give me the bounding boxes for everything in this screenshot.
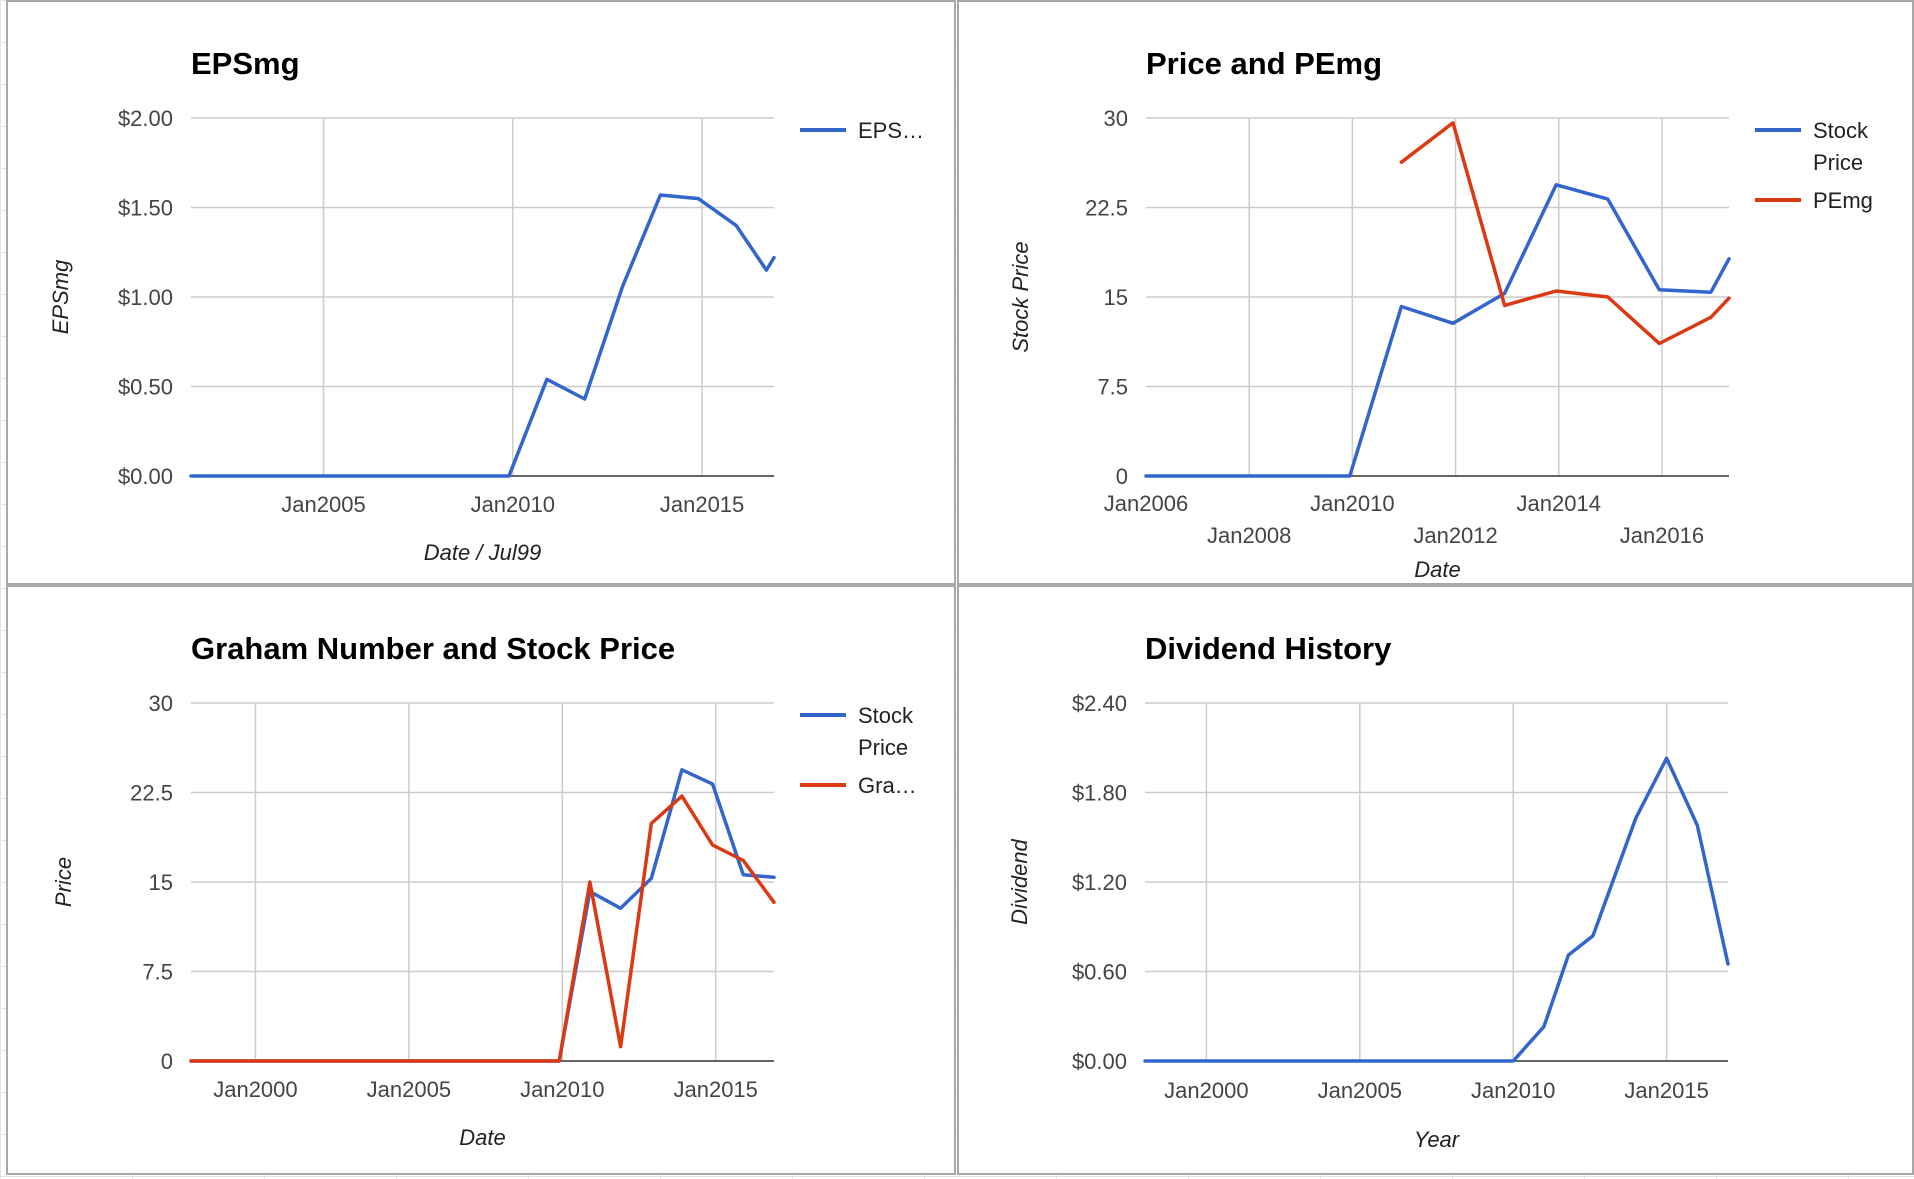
graham-legend-label-2: Gra…	[858, 773, 917, 798]
graham-series-line-1	[189, 768, 776, 1063]
price-pemg-y-tick-label: 22.5	[1085, 196, 1128, 221]
epsmg-x-tick-label: Jan2015	[660, 492, 744, 517]
epsmg-x-tick-label: Jan2010	[471, 492, 555, 517]
epsmg-y-tick-label: $0.00	[118, 464, 173, 489]
graham-x-tick-label: Jan2000	[213, 1077, 297, 1102]
price-pemg-y-tick-label: 30	[1104, 106, 1128, 131]
dividend-x-tick-label: Jan2000	[1164, 1078, 1248, 1103]
epsmg-y-tick-label: $1.00	[118, 285, 173, 310]
price-pemg-legend-label-1: Stock	[1813, 118, 1869, 143]
dividend-chart-title: Dividend History	[1145, 631, 1392, 666]
price-pemg-x-tick-label: Jan2008	[1207, 523, 1291, 548]
epsmg-chart: EPSmg $0.00 $0.50 $1.00 $1.50 $2.00 Jan2005 Jan…	[48, 46, 924, 565]
price-pemg-chart-panel[interactable]: Price and PEmg 0 7.5 15 22.5 30 Jan2006 Jan2008…	[957, 0, 1914, 585]
graham-y-tick-label: 15	[149, 870, 173, 895]
epsmg-legend-label-1: EPS…	[858, 118, 924, 143]
epsmg-x-tick-label: Jan2005	[281, 492, 365, 517]
dividend-y-tick-label: $0.00	[1072, 1049, 1127, 1074]
epsmg-y-tick-label: $1.50	[118, 196, 173, 221]
epsmg-x-axis-label: Date / Jul99	[424, 540, 541, 565]
epsmg-chart-panel[interactable]: EPSmg $0.00 $0.50 $1.00 $1.50 $2.00 Jan2005 Jan…	[6, 0, 956, 585]
price-pemg-legend-label-1: Price	[1813, 150, 1863, 175]
price-pemg-y-axis-label: Stock Price	[1008, 241, 1033, 352]
dividend-y-axis-label: Dividend	[1007, 838, 1032, 924]
price-pemg-series-line-1	[1144, 183, 1731, 478]
price-pemg-y-tick-label: 7.5	[1097, 375, 1128, 400]
price-pemg-legend-label-2: PEmg	[1813, 188, 1873, 213]
price-pemg-chart-title: Price and PEmg	[1146, 46, 1382, 81]
dividend-y-tick-label: $1.20	[1072, 870, 1127, 895]
dividend-history-chart-panel[interactable]: Dividend History $0.00 $0.60 $1.20 $1.80 $2.4…	[957, 585, 1914, 1175]
graham-legend-label-1: Stock	[858, 703, 914, 728]
graham-y-tick-label: 0	[161, 1049, 173, 1074]
graham-legend-label-1: Price	[858, 735, 908, 760]
dividend-y-tick-label: $0.60	[1072, 960, 1127, 985]
epsmg-chart-title: EPSmg	[191, 46, 300, 81]
graham-x-tick-label: Jan2005	[367, 1077, 451, 1102]
graham-chart-title: Graham Number and Stock Price	[191, 631, 675, 666]
price-pemg-chart: Price and PEmg 0 7.5 15 22.5 30 Jan2006 Jan2008…	[1008, 46, 1873, 582]
epsmg-y-axis-label: EPSmg	[48, 259, 73, 334]
graham-number-chart-panel[interactable]: Graham Number and Stock Price 0 7.5 15 22.5 3…	[6, 585, 956, 1175]
price-pemg-x-axis-label: Date	[1414, 557, 1460, 582]
epsmg-y-tick-label: $2.00	[118, 106, 173, 131]
price-pemg-y-tick-label: 15	[1104, 285, 1128, 310]
price-pemg-x-tick-label: Jan2012	[1413, 523, 1497, 548]
dividend-x-tick-label: Jan2015	[1624, 1078, 1708, 1103]
graham-y-axis-label: Price	[51, 857, 76, 907]
dividend-x-axis-label: Year	[1414, 1127, 1461, 1152]
price-pemg-x-tick-label: Jan2010	[1310, 491, 1394, 516]
price-pemg-y-tick-label: 0	[1116, 464, 1128, 489]
price-pemg-x-tick-label: Jan2016	[1620, 523, 1704, 548]
price-pemg-x-tick-label: Jan2014	[1517, 491, 1601, 516]
graham-y-tick-label: 22.5	[130, 781, 173, 806]
graham-x-tick-label: Jan2015	[673, 1077, 757, 1102]
graham-y-tick-label: 7.5	[142, 960, 173, 985]
price-pemg-series-line-2	[1399, 121, 1731, 346]
dividend-series-line-1	[1143, 756, 1730, 1063]
dividend-x-tick-label: Jan2005	[1318, 1078, 1402, 1103]
graham-y-tick-label: 30	[149, 691, 173, 716]
dividend-x-tick-label: Jan2010	[1471, 1078, 1555, 1103]
graham-series-line-2	[189, 794, 776, 1063]
price-pemg-x-tick-label: Jan2006	[1104, 491, 1188, 516]
graham-x-tick-label: Jan2010	[520, 1077, 604, 1102]
graham-number-chart: Graham Number and Stock Price 0 7.5 15 22.5 3…	[51, 631, 917, 1150]
graham-x-axis-label: Date	[459, 1125, 505, 1150]
dividend-history-chart: Dividend History $0.00 $0.60 $1.20 $1.80 $2.4…	[1007, 631, 1730, 1152]
epsmg-y-tick-label: $0.50	[118, 375, 173, 400]
dividend-y-tick-label: $1.80	[1072, 781, 1127, 806]
dividend-y-tick-label: $2.40	[1072, 691, 1127, 716]
epsmg-series-line-1	[189, 193, 776, 478]
